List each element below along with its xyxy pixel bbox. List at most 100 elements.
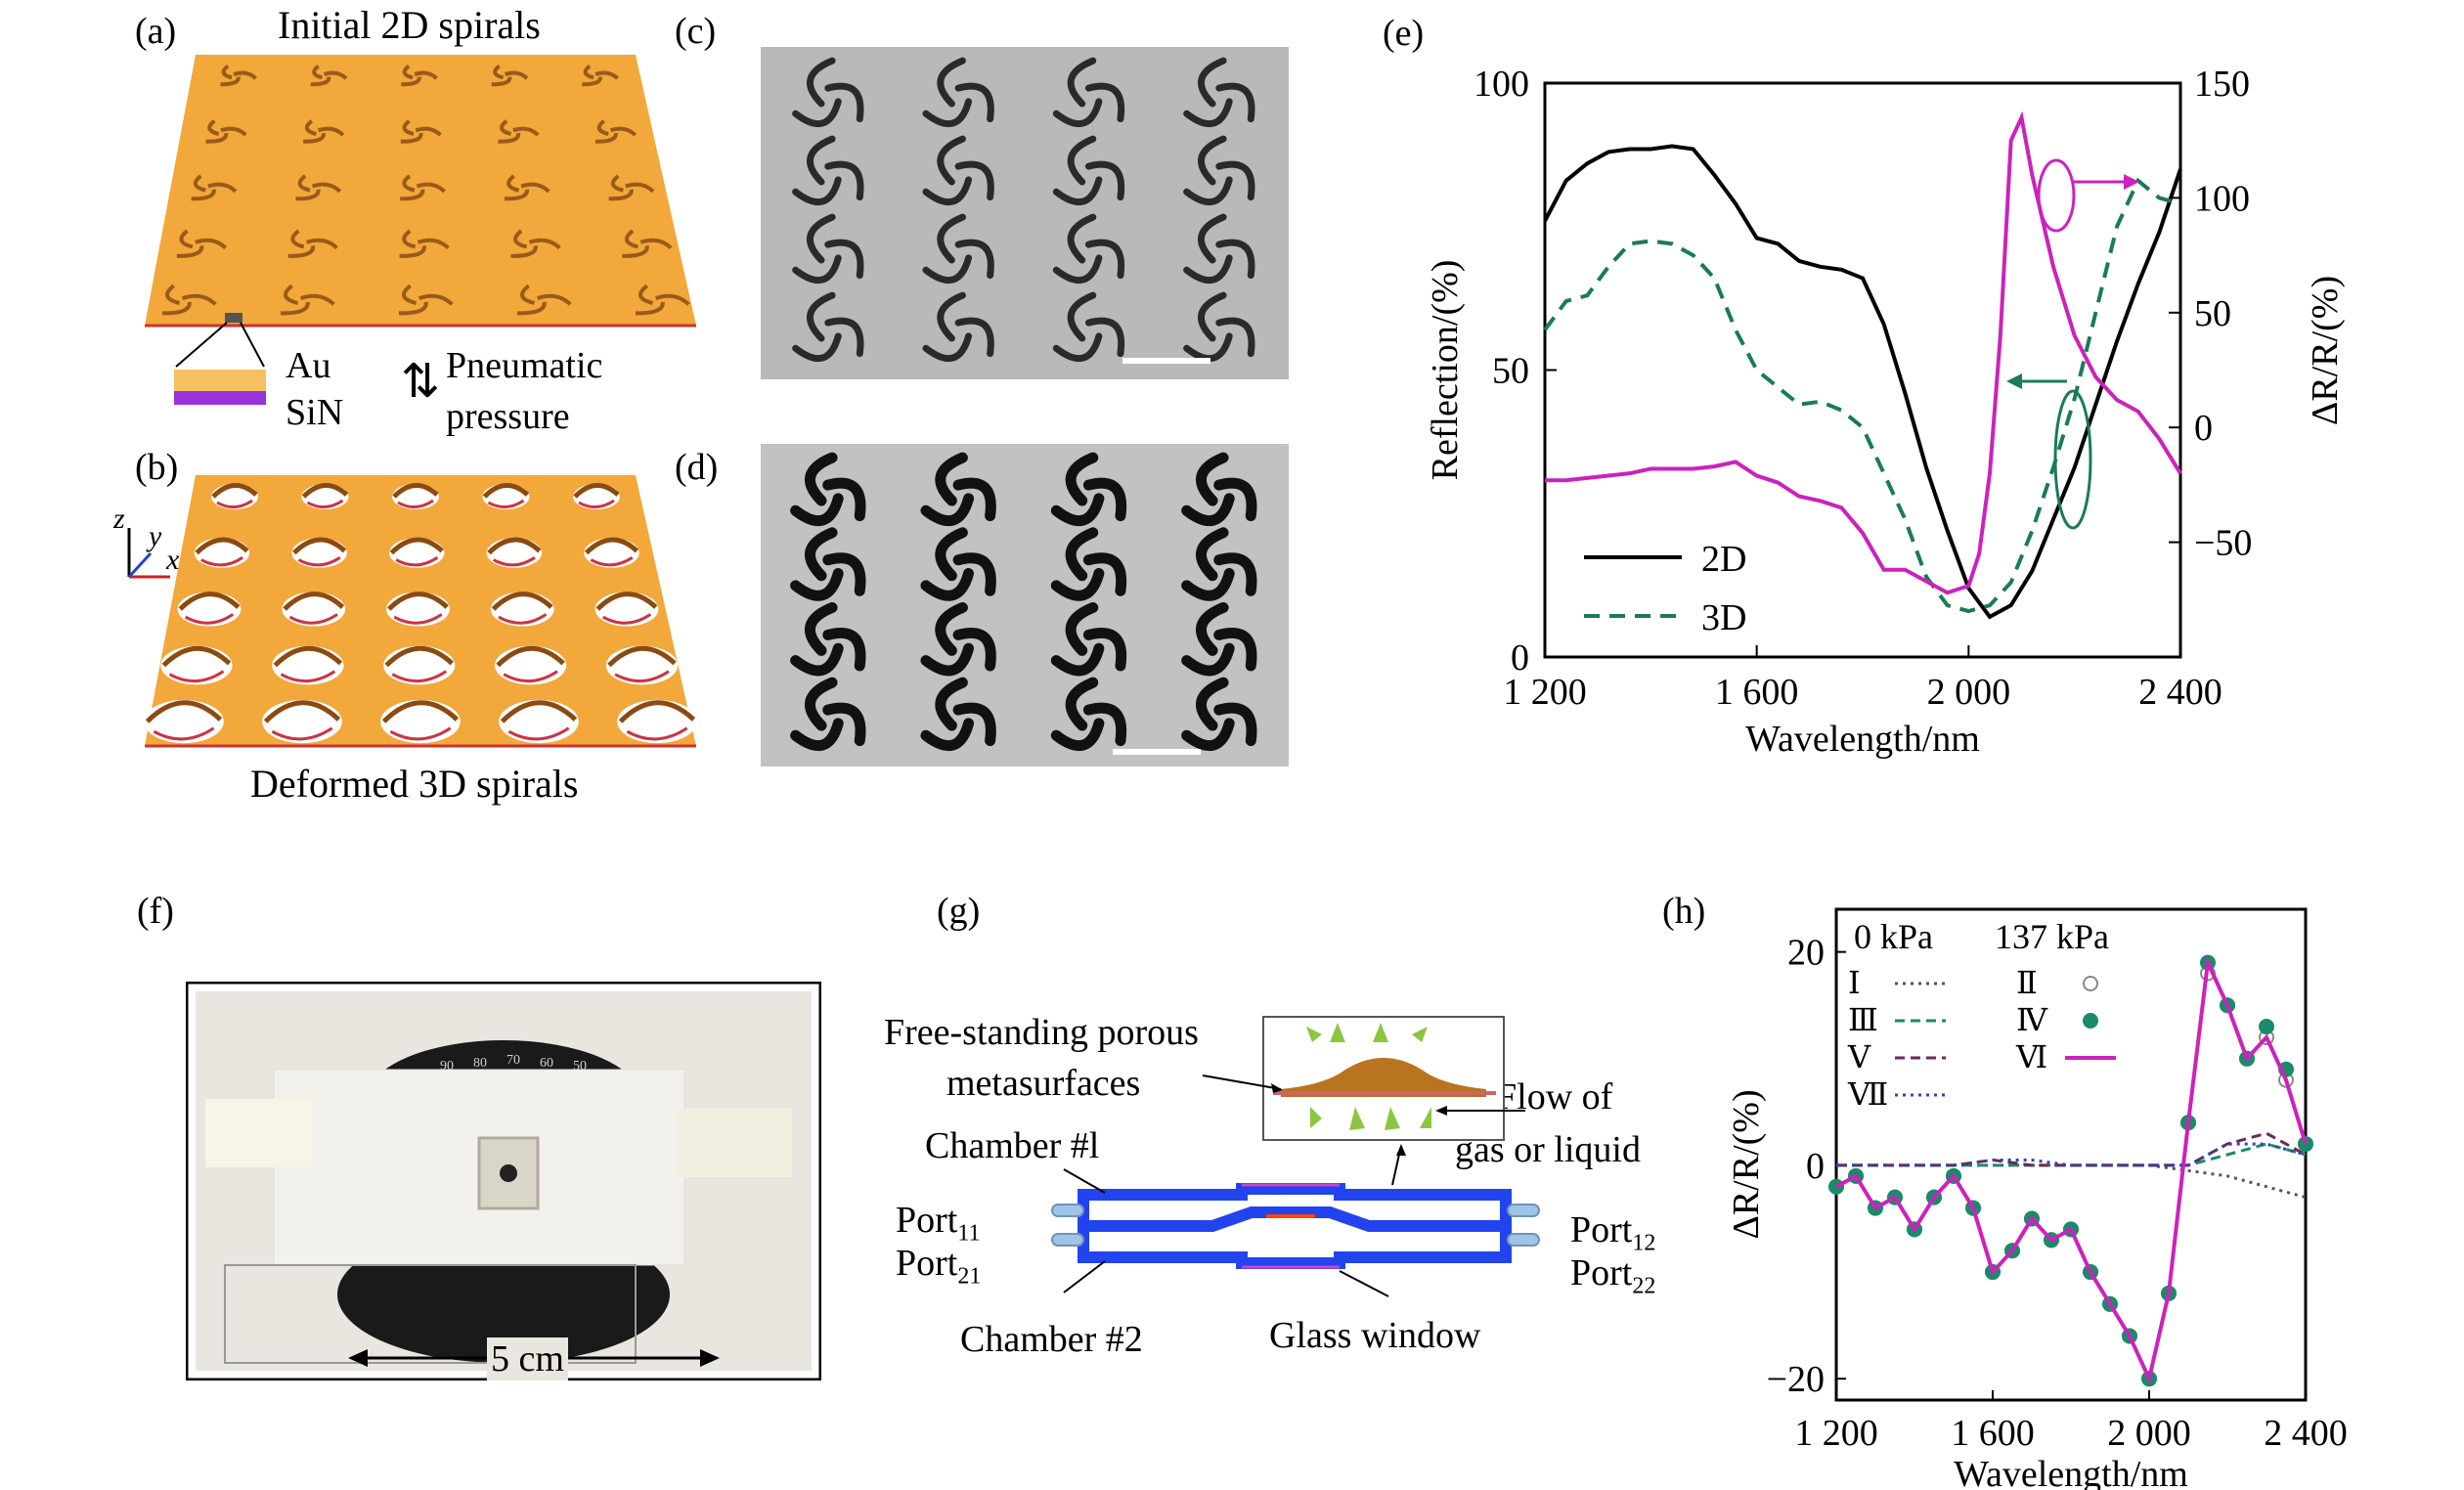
reversible-arrow-icon: ⇅ [401,354,441,409]
sem-spiral-arm [807,135,836,186]
sem-spiral-arm [822,477,866,522]
series-Ⅶ-line [1836,1142,2307,1167]
sem-spiral-arm [790,568,844,601]
panel-f-device-photo: 90 80 70 60 50 [186,982,821,1380]
sem-spiral-arm [1065,677,1099,731]
legend-label: Ⅱ [2016,965,2038,1000]
spiral-2d [516,284,572,316]
sem-spiral-arm [792,176,842,206]
spiral-2d [399,229,450,258]
spiral-2d [635,284,690,316]
spiral-2d [191,174,238,201]
axis-x-label: x [165,544,180,576]
sem-spiral-arm [1067,213,1097,264]
sem-spiral-arm [935,452,968,506]
legend-label: Ⅳ [2016,1002,2048,1037]
sem-spiral-arm [1052,254,1103,285]
sem-spiral-arm [952,477,996,522]
sem-spiral-arm [1082,702,1127,747]
sem-spiral-arm [1183,98,1233,128]
spiral-arm [482,483,530,499]
sem-spiral-arm [954,239,994,280]
sem-spiral-arm [1213,702,1257,747]
sem-spiral-arm [792,254,842,285]
sem-spiral-arm [1065,452,1099,506]
spiral-arm-edge [626,726,688,741]
panel-e-chart: 1 200 1 600 2 000 2 400 0 50 100 −50 0 50 100 150 Wa… [1425,64,2346,760]
spiral-arm-edge [578,499,615,508]
x-axis-label: Wavelength/nm [1954,1454,2188,1490]
spiral-2d [287,229,338,258]
spiral-arm [178,592,241,611]
sem-spiral-arm [954,82,994,123]
pressure-label: pressure [446,396,570,437]
legend-swatch [2083,1013,2098,1029]
sem-spiral-arm [822,702,866,747]
sem-spiral-arm [822,628,866,672]
layer-stack-inset [174,313,266,405]
dial-mark: 60 [540,1056,553,1071]
sem-spiral-arm [920,642,975,677]
spiral-arm [273,645,343,668]
spiral-arm [292,537,347,555]
sem-spiral-arm [920,568,975,601]
spiral-cavity [262,699,342,744]
glass-window-label: Glass window [1269,1315,1481,1356]
x-tick-label: 2 000 [2107,1413,2191,1454]
x-tick-label: 1 600 [1715,672,1799,713]
spiral-arm-edge [297,555,341,567]
spiral-2d [310,64,348,87]
sem-spiral-arm [1050,493,1105,527]
sem-spiral-arm [1198,135,1227,186]
sem-spiral-arm [1183,332,1233,363]
sem-spiral-arm [790,493,844,527]
spiral-cavity [386,592,450,627]
free-standing-label-2: metasurfaces [946,1063,1141,1104]
sem-spiral-arm [952,702,996,747]
spiral-2d [398,284,454,316]
spiral-arm-edge [487,499,525,508]
legend-label: Ⅵ [2015,1039,2047,1074]
legend-label: 2D [1701,539,1746,580]
spiral-arm [301,483,349,499]
sem-spiral-arm [1183,254,1233,285]
spiral-cavity [177,592,242,627]
panel-h-label: (h) [1662,891,1706,932]
legend-label: Ⅲ [1848,1002,1878,1037]
spiral-arm [595,592,658,611]
panel-a-label: (a) [135,11,177,52]
sem-spiral-arm [1181,718,1235,752]
sem-spiral-arm [922,98,973,128]
spiral-arm-edge [153,726,215,741]
y-axis-label: ΔR/R/(%) [1726,1089,1767,1239]
legend-label: Ⅴ [1847,1039,1871,1074]
sem-spiral-arm [937,291,966,342]
spiral-arm-edge [393,613,443,625]
spiral-arm [491,592,553,611]
sem-spiral-arm [920,493,975,527]
series-line-3D [1543,177,2181,614]
spiral-cavity [490,592,554,627]
sem-spiral-arm [937,213,966,264]
x-axis-label: Wavelength/nm [1745,719,1980,760]
sem-spiral-arm [822,552,866,596]
spiral-2d [582,64,619,87]
sem-spiral-arm [792,98,842,128]
spiral-arm-edge [306,499,344,508]
sem-spiral-arm [920,718,975,752]
panel-c-label: (c) [675,11,717,52]
spiral-arm [384,645,455,668]
spiral-cavity [272,645,344,685]
scale-bar-label: 5 cm [487,1337,568,1380]
chamber1-label: Chamber #l [925,1125,1100,1166]
spiral-cavity [291,538,347,568]
spiral-2d [594,119,638,144]
spiral-2d [303,119,345,144]
sem-spiral-arm [824,160,864,201]
x-tick-label: 1 600 [1951,1413,2035,1454]
port21-label: Port21 [896,1243,982,1290]
series-Ⅲ-line [1836,1142,2307,1167]
y2-axis-label: ΔR/R/(%) [2305,276,2346,425]
spiral-cavity [499,699,579,744]
series-Ⅵ-line [1835,955,2308,1385]
